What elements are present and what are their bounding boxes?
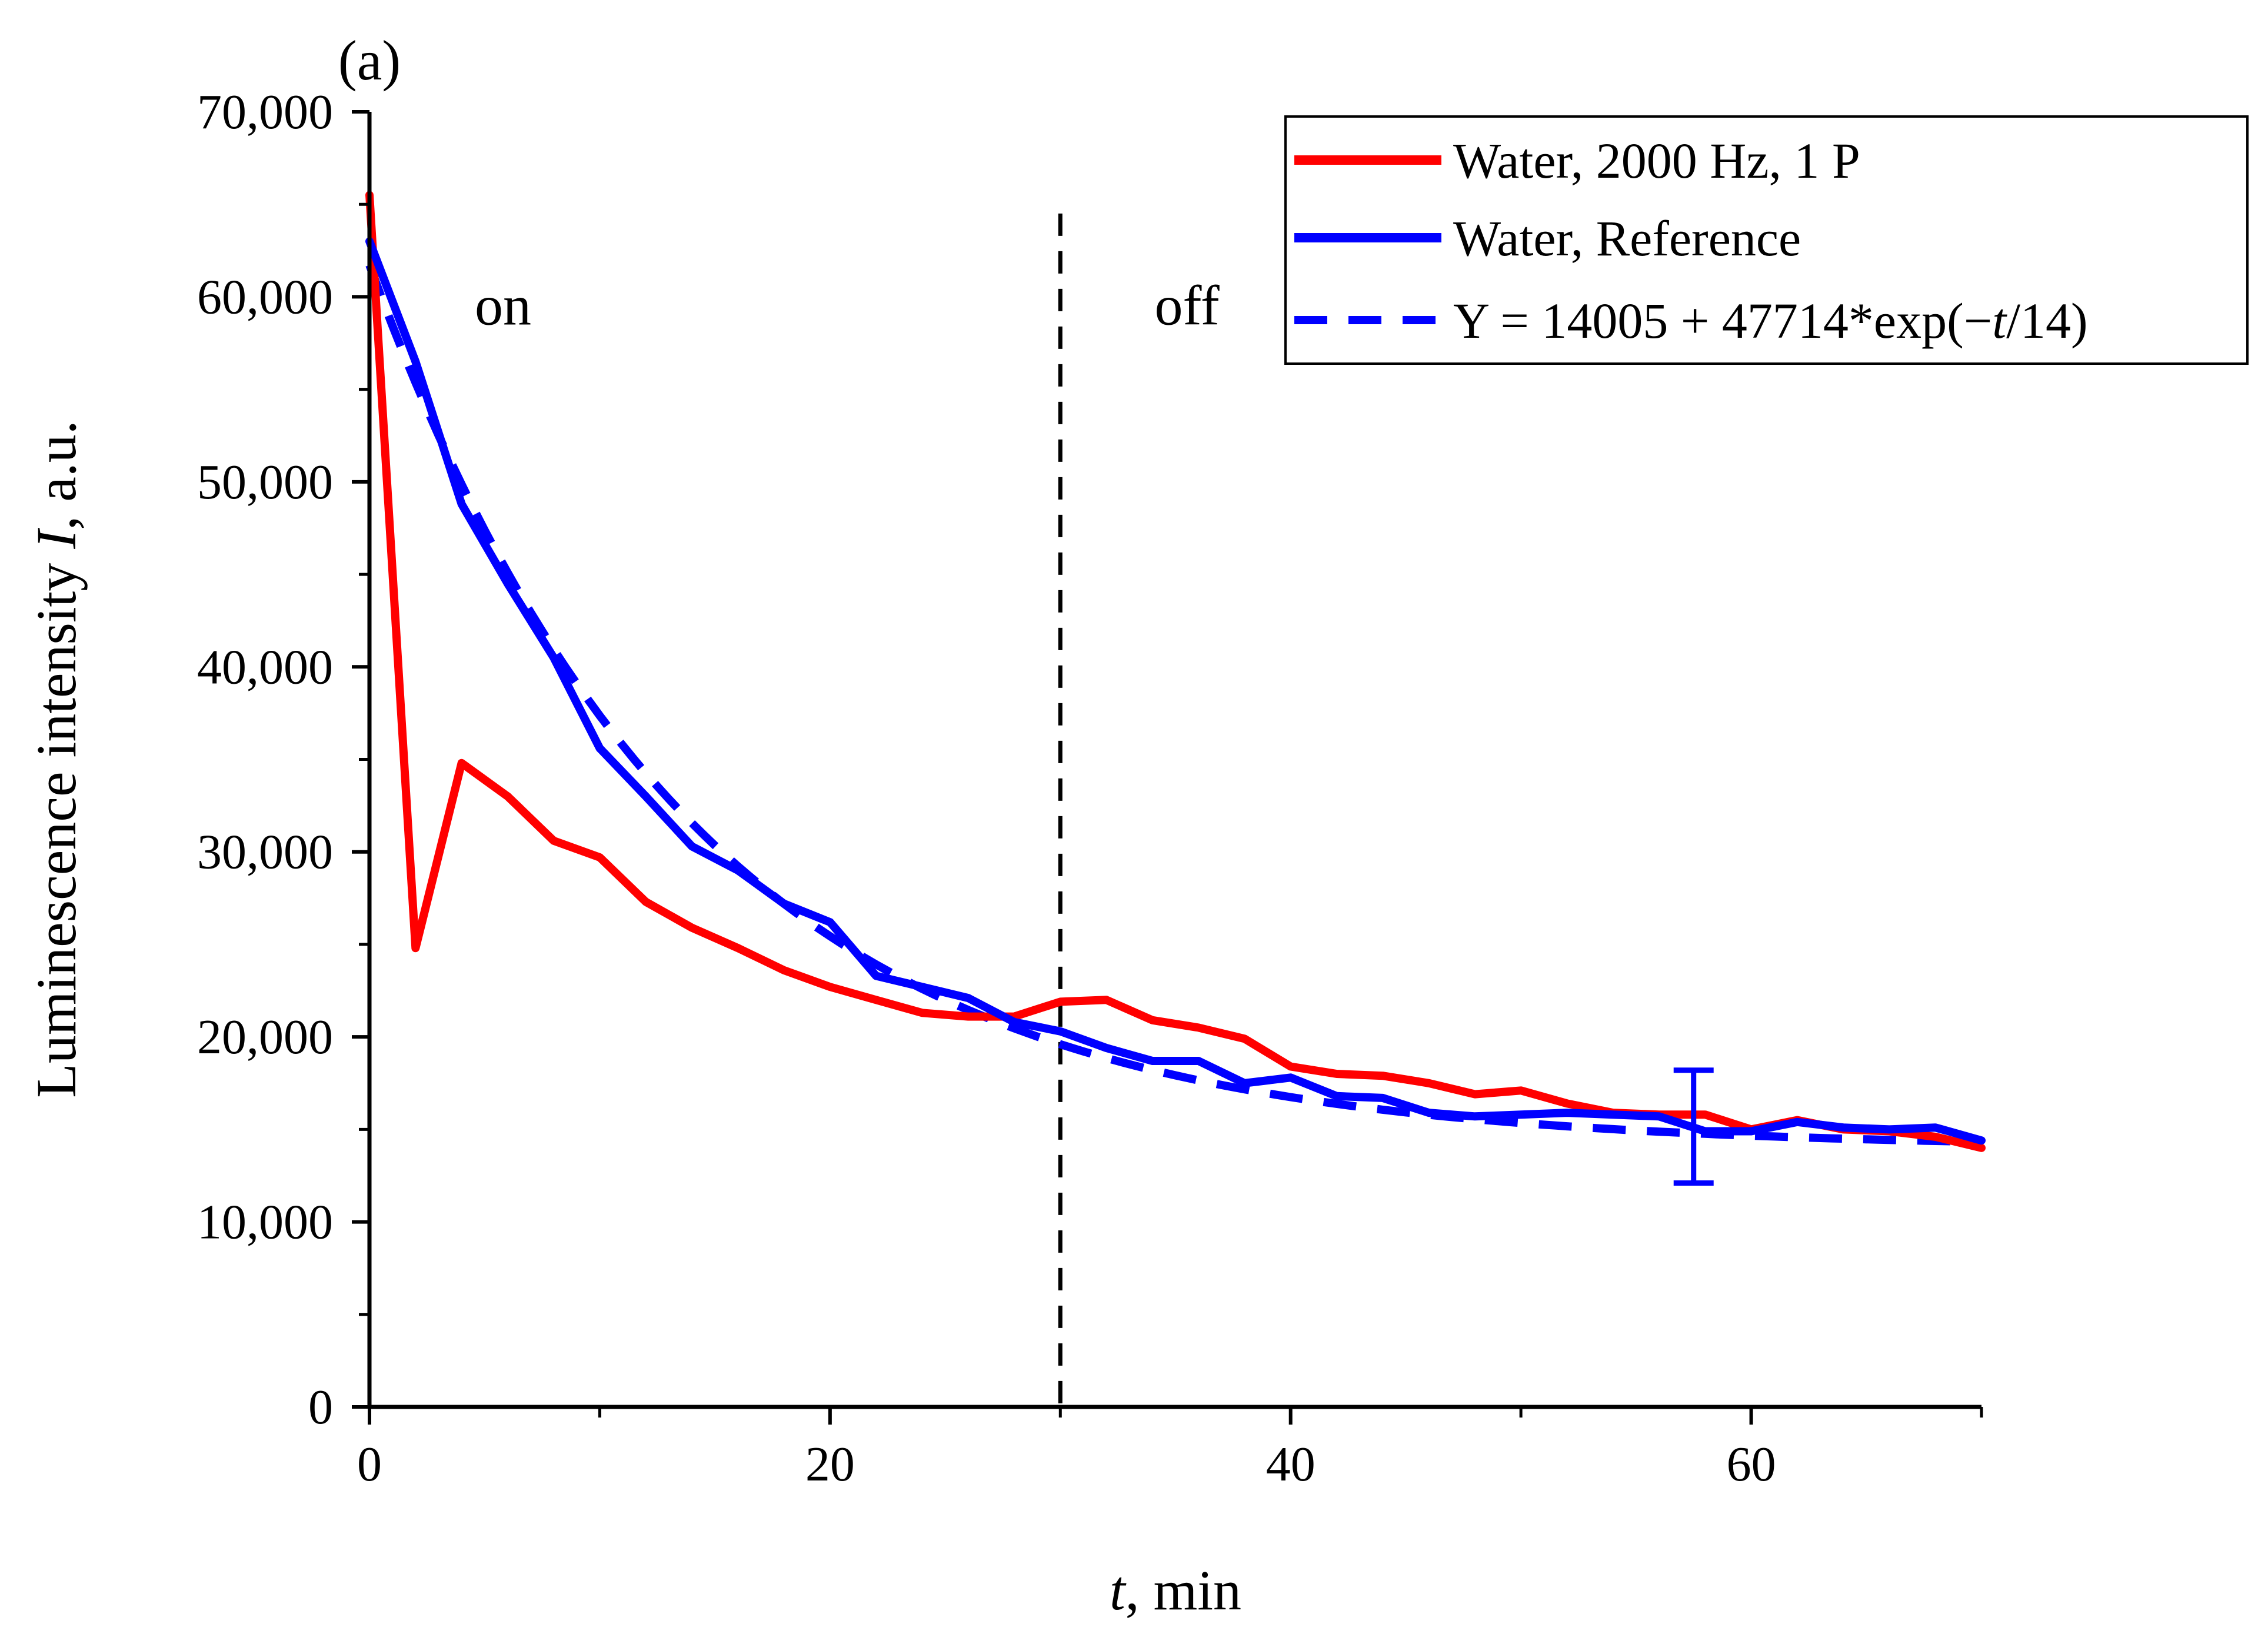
- y-tick-label: 10,000: [197, 1195, 333, 1250]
- y-axis-title-after: , a.u.: [25, 420, 88, 530]
- y-tick-label: 0: [308, 1380, 333, 1435]
- x-tick-label: 0: [357, 1437, 382, 1492]
- y-tick-label: 20,000: [197, 1010, 333, 1064]
- y-axis-title: Luminescence intensity I, a.u.: [25, 420, 88, 1098]
- x-axis-title-rest: , min: [1125, 1559, 1241, 1622]
- series-line-red: [365, 191, 1986, 1152]
- series-line-blue: [365, 237, 1986, 1145]
- legend-label-fit: Y = 14005 + 47714*exp(−t/14): [1453, 292, 2088, 349]
- legend: Water, 2000 Hz, 1 P Water, Reference Y =…: [1284, 115, 2249, 365]
- x-tick-label: 40: [1266, 1437, 1315, 1492]
- x-tick-label: 60: [1727, 1437, 1776, 1492]
- legend-label-blue: Water, Reference: [1453, 210, 1801, 267]
- series-line-fit: [365, 263, 1982, 1146]
- legend-box: [1284, 115, 2249, 365]
- y-tick-label: 30,000: [197, 825, 333, 880]
- x-axis-title: t, min: [1110, 1559, 1241, 1622]
- x-axis-title-italic: t: [1110, 1559, 1127, 1622]
- legend-fit-part-2: t: [1992, 292, 2007, 349]
- y-axis-title-italic: I: [25, 528, 88, 550]
- y-tick-label: 70,000: [197, 85, 333, 139]
- panel-label: (a): [338, 29, 401, 92]
- annotation-off: off: [1154, 274, 1219, 337]
- y-tick-label: 50,000: [197, 455, 333, 510]
- y-tick-label: 40,000: [197, 640, 333, 694]
- plot-area: [365, 191, 1986, 1407]
- axis-ticks: 0 10,000 20,000 30,000 40,000 50,000 60,000 70,…: [197, 85, 1983, 1492]
- annotation-on: on: [475, 274, 531, 337]
- legend-label-red: Water, 2000 Hz, 1 P: [1453, 132, 1860, 189]
- y-axis-title-before: Luminescence intensity: [25, 549, 88, 1098]
- legend-fit-part-3: /14): [2006, 292, 2088, 349]
- legend-fit-part-1: Y = 14005 + 47714*exp(−: [1453, 292, 1992, 349]
- x-tick-label: 20: [805, 1437, 855, 1492]
- y-tick-label: 60,000: [197, 269, 333, 324]
